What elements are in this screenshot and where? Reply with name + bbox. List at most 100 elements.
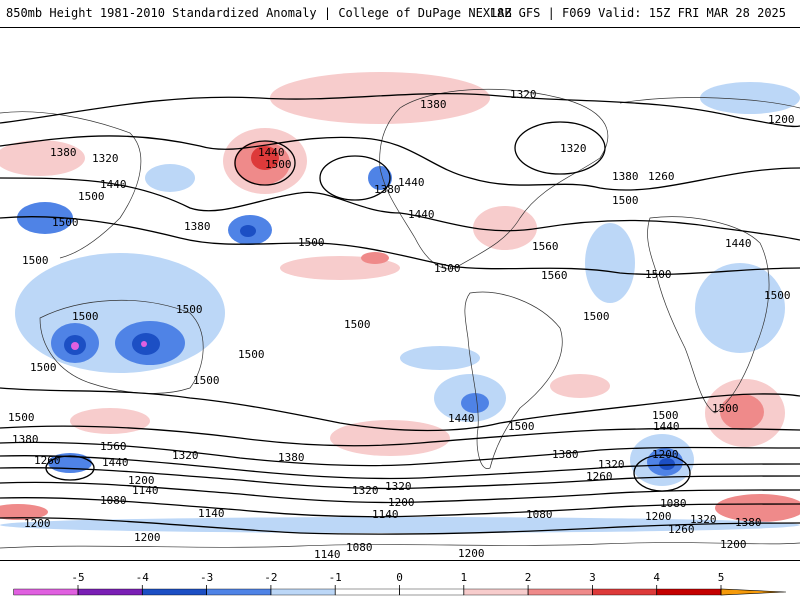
neg-anomaly-africa (695, 263, 785, 353)
colorbar-tick-label: -4 (136, 571, 150, 584)
contour-label: 1500 (298, 236, 325, 249)
contour-label: 1500 (72, 310, 99, 323)
contour-label: 1320 (385, 480, 412, 493)
neg-anomaly-aus-w-center (71, 342, 79, 350)
contour-label: 1080 (100, 494, 127, 507)
contour-label: 1080 (346, 541, 373, 554)
map-canvas: 1320 1380 1200 1380 1320 1440 1500 1320 … (0, 28, 800, 560)
pos-anomaly-sind (70, 408, 150, 434)
contour-label: 1500 (645, 268, 672, 281)
contour-label: 1200 (458, 547, 485, 560)
colorbar-tick-label: 3 (589, 571, 596, 584)
contour-label: 1500 (712, 402, 739, 415)
contour-label: 1380 (184, 220, 211, 233)
contour-label: 1500 (508, 420, 535, 433)
contour-label: 1500 (238, 348, 265, 361)
colorbar-tick-label: 1 (460, 571, 467, 584)
colorbar-tick-label: 2 (525, 571, 532, 584)
anomaly-map: 1320 1380 1200 1380 1320 1440 1500 1320 … (0, 27, 800, 561)
colorbar-tick-label: -2 (264, 571, 277, 584)
map-title: 850mb Height 1981-2010 Standardized Anom… (6, 6, 512, 20)
contour-label: 1440 (653, 420, 680, 433)
contour-label: 1140 (198, 507, 225, 520)
contour-label: 1500 (8, 411, 35, 424)
neg-anomaly-wpac (145, 164, 195, 192)
contour-label: 1500 (265, 158, 292, 171)
contour-label: 1320 (560, 142, 587, 155)
colorbar-swatch (400, 589, 464, 595)
contour-label: 1080 (660, 497, 687, 510)
colorbar-swatch (592, 589, 656, 595)
contour-label: 1500 (30, 361, 57, 374)
contour-label: 1260 (668, 523, 695, 536)
contour-label: 1500 (434, 262, 461, 275)
contour-label: 1380 (420, 98, 447, 111)
colorbar-tick-label: 0 (396, 571, 403, 584)
contour-label: 1380 (552, 448, 579, 461)
colorbar-swatch (464, 589, 528, 595)
colorbar-swatch (207, 589, 271, 595)
colorbar-tick-label: 4 (653, 571, 660, 584)
colorbar-swatch (142, 589, 206, 595)
pos-anomaly-arctic (270, 72, 490, 124)
contour-label: 1440 (102, 456, 129, 469)
contour-label: 1500 (583, 310, 610, 323)
neg-anomaly-atl (585, 223, 635, 303)
contour-label: 1260 (586, 470, 613, 483)
pos-anomaly-cpac-core (361, 252, 389, 264)
contour-label: 1320 (510, 88, 537, 101)
contour-label: 1560 (100, 440, 127, 453)
colorbar-tick-label: -5 (71, 571, 84, 584)
contour-label: 1200 (24, 517, 51, 530)
contour-label: 1440 (408, 208, 435, 221)
contour-label: 1320 (352, 484, 379, 497)
colorbar-swatch (14, 589, 78, 595)
contour-label: 1140 (132, 484, 159, 497)
colorbar-swatch (657, 589, 721, 595)
colorbar-tick-label: 5 (718, 571, 725, 584)
neg-anomaly-sa-south-core (461, 393, 489, 413)
contour-label: 1500 (344, 318, 371, 331)
contour-label: 1500 (78, 190, 105, 203)
contour-label: 1320 (92, 152, 119, 165)
coast-antarctica (0, 543, 800, 548)
colorbar-tick-label: -1 (329, 571, 342, 584)
pos-anomaly-eastus (473, 206, 537, 250)
contour-label: 1440 (448, 412, 475, 425)
contour-label: 1140 (314, 548, 341, 560)
contour-label: 1380 (50, 146, 77, 159)
contour-label: 1080 (526, 508, 553, 521)
neg-anomaly-pac-eq (400, 346, 480, 370)
contour-label: 1440 (725, 237, 752, 250)
colorbar-right-arrow (721, 589, 786, 595)
neg-anomaly-aus-c-center (141, 341, 147, 347)
contour-label: 1200 (645, 510, 672, 523)
colorbar-swatch (271, 589, 335, 595)
neg-anomaly-nz-core (240, 225, 256, 237)
contour-label: 1380 (612, 170, 639, 183)
contour-label: 1500 (764, 289, 791, 302)
contour-label: 1200 (134, 531, 161, 544)
contour-label: 1260 (648, 170, 675, 183)
model-run-info: 18Z GFS | F069 Valid: 15Z FRI MAR 28 202… (490, 6, 786, 20)
contour-label: 1500 (612, 194, 639, 207)
contour-label: 1500 (176, 303, 203, 316)
contour-label: 1200 (652, 448, 679, 461)
contour-label: 1200 (720, 538, 747, 551)
contour-label: 1200 (768, 113, 795, 126)
contour-label: 1320 (172, 449, 199, 462)
contour-label: 1500 (22, 254, 49, 267)
pos-anomaly-sa-east (550, 374, 610, 398)
contour-label: 1560 (532, 240, 559, 253)
contour-label: 1380 (735, 516, 762, 529)
contour-label: 1380 (278, 451, 305, 464)
contour-label: 1440 (398, 176, 425, 189)
contour-label: 1380 (12, 433, 39, 446)
colorbar-swatch (78, 589, 142, 595)
contour-label: 1500 (52, 216, 79, 229)
contour-label: 1260 (34, 454, 61, 467)
contour-label: 1560 (541, 269, 568, 282)
contour-label: 1500 (193, 374, 220, 387)
